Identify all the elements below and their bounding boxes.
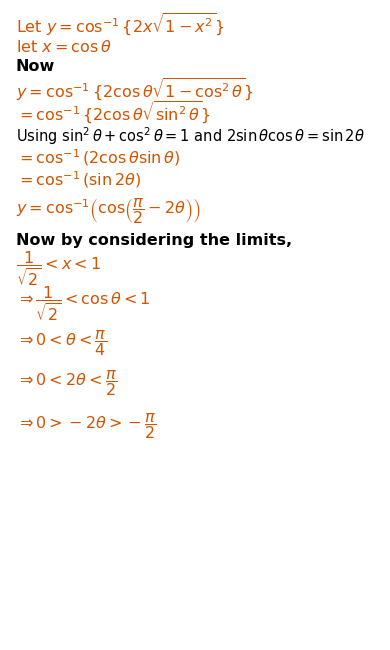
- Text: $y = \cos^{-1}\!\left(\cos\!\left(\dfrac{\pi}{2} - 2\theta\right)\right)$: $y = \cos^{-1}\!\left(\cos\!\left(\dfrac…: [16, 196, 200, 226]
- Text: Let $y = \cos^{-1}\{2x\sqrt{1-x^2}\}$: Let $y = \cos^{-1}\{2x\sqrt{1-x^2}\}$: [16, 12, 224, 38]
- Text: $\Rightarrow 0 < \theta < \dfrac{\pi}{4}$: $\Rightarrow 0 < \theta < \dfrac{\pi}{4}…: [16, 328, 107, 358]
- Text: $= \cos^{-1}\{2\cos\theta\sqrt{\sin^2\theta}\}$: $= \cos^{-1}\{2\cos\theta\sqrt{\sin^2\th…: [16, 100, 210, 126]
- Text: $= \cos^{-1}(\sin 2\theta)$: $= \cos^{-1}(\sin 2\theta)$: [16, 169, 140, 190]
- Text: $\Rightarrow 0 < 2\theta < \dfrac{\pi}{2}$: $\Rightarrow 0 < 2\theta < \dfrac{\pi}{2…: [16, 369, 117, 398]
- Text: let $x = \cos\theta$: let $x = \cos\theta$: [16, 39, 112, 55]
- Text: Now: Now: [16, 58, 55, 74]
- Text: $\Rightarrow \dfrac{1}{\sqrt{2}} < \cos\theta < 1$: $\Rightarrow \dfrac{1}{\sqrt{2}} < \cos\…: [16, 285, 150, 324]
- Text: $= \cos^{-1}(2\cos\theta\sin\theta)$: $= \cos^{-1}(2\cos\theta\sin\theta)$: [16, 148, 180, 168]
- Text: Using $\sin^2\theta + \cos^2\theta = 1$ and $2\sin\theta\cos\theta = \sin 2\thet: Using $\sin^2\theta + \cos^2\theta = 1$ …: [16, 125, 364, 147]
- Text: $\Rightarrow 0 > -2\theta > -\dfrac{\pi}{2}$: $\Rightarrow 0 > -2\theta > -\dfrac{\pi}…: [16, 411, 156, 441]
- Text: $y = \cos^{-1}\{2\cos\theta\sqrt{1-\cos^2\theta}\}$: $y = \cos^{-1}\{2\cos\theta\sqrt{1-\cos^…: [16, 77, 254, 103]
- Text: $\dfrac{1}{\sqrt{2}} < x < 1$: $\dfrac{1}{\sqrt{2}} < x < 1$: [16, 250, 101, 289]
- Text: Now by considering the limits,: Now by considering the limits,: [16, 233, 292, 248]
